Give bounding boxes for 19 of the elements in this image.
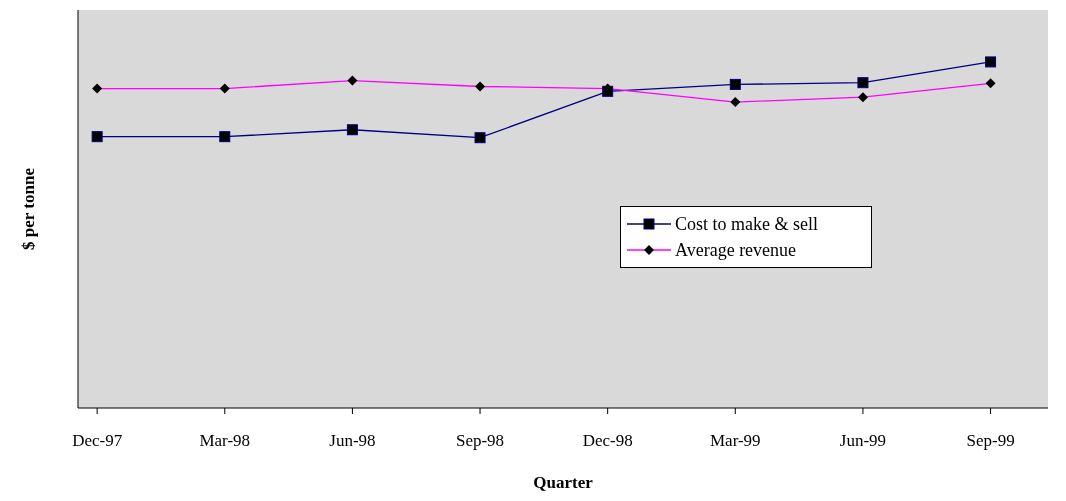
y-axis-title: $ per tonne	[19, 167, 39, 250]
x-tick-label: Mar-98	[199, 431, 251, 451]
x-tick-label: Mar-99	[709, 431, 761, 451]
point	[219, 131, 231, 143]
x-tick-label: Sep-98	[455, 431, 505, 451]
x-tick-label: Dec-97	[72, 431, 123, 451]
x-tick-label: Dec-98	[582, 431, 633, 451]
legend-label: Average revenue	[675, 239, 797, 261]
point	[857, 77, 869, 89]
point	[346, 124, 358, 136]
x-tick-label: Jun-98	[329, 431, 376, 451]
x-axis-title: Quarter	[533, 473, 594, 492]
point	[91, 131, 103, 143]
legend-label: Cost to make & sell	[675, 213, 818, 235]
point	[474, 132, 486, 144]
point	[985, 56, 997, 68]
x-tick-label: Sep-99	[966, 431, 1015, 451]
x-tick-label: Jun-99	[839, 431, 887, 451]
point	[729, 78, 741, 90]
